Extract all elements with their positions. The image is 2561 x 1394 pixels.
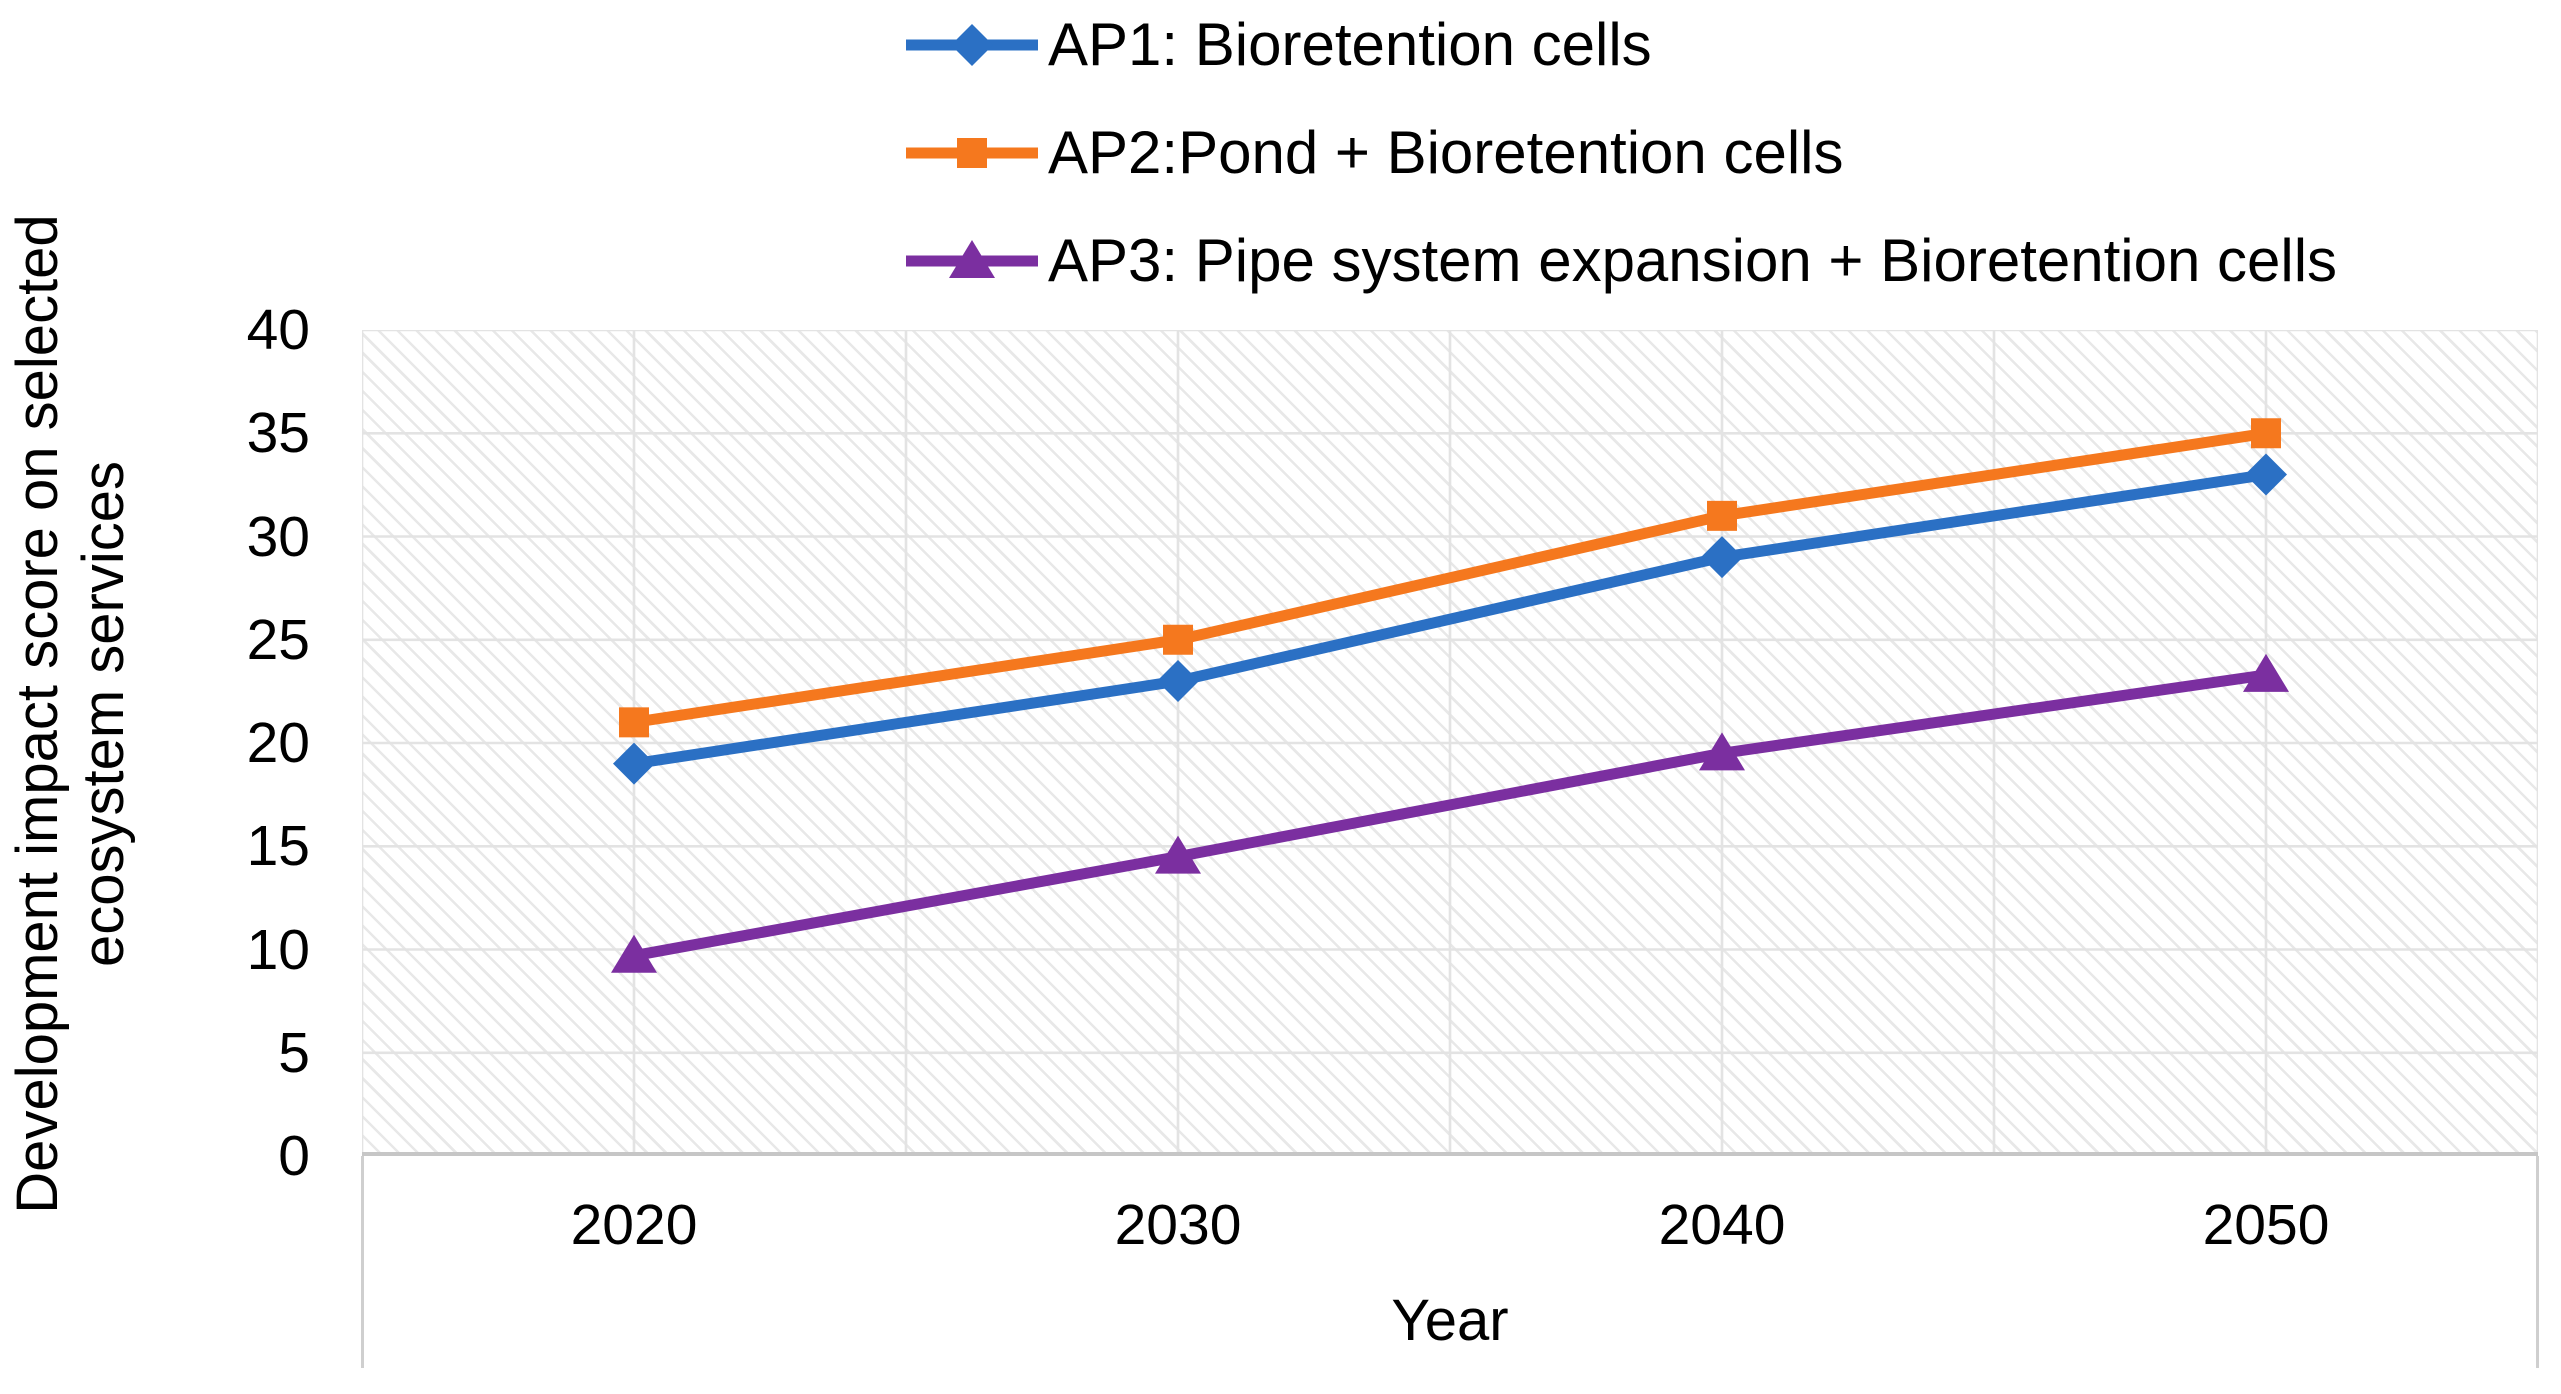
marker-triangle bbox=[611, 934, 657, 973]
legend-label: AP2:Pond + Bioretention cells bbox=[1048, 119, 1844, 186]
legend-item: AP1: Bioretention cells bbox=[902, 10, 2337, 80]
legend-label: AP3: Pipe system expansion + Bioretentio… bbox=[1048, 227, 2338, 294]
series-line bbox=[633, 669, 2267, 962]
marker-square bbox=[2251, 418, 2281, 449]
y-tick-label: 25 bbox=[246, 607, 310, 672]
marker-square bbox=[1163, 624, 1193, 655]
marker-diamond bbox=[2245, 453, 2287, 496]
marker-triangle bbox=[949, 240, 995, 278]
series-3 bbox=[611, 653, 2289, 973]
legend-key-square-icon bbox=[906, 138, 1038, 168]
legend-item: AP2:Pond + Bioretention cells bbox=[902, 118, 2337, 188]
marker-triangle bbox=[1699, 732, 1745, 771]
plot-canvas bbox=[362, 330, 2538, 1156]
marker-diamond bbox=[1157, 660, 1199, 703]
marker-diamond bbox=[613, 742, 655, 785]
legend-item: AP3: Pipe system expansion + Bioretentio… bbox=[902, 226, 2337, 296]
legend-key-triangle-icon bbox=[906, 240, 1038, 278]
marker-triangle bbox=[1155, 835, 1201, 874]
series-line bbox=[633, 469, 2267, 770]
marker-triangle bbox=[2243, 653, 2289, 692]
y-tick-label: 35 bbox=[246, 401, 310, 466]
y-axis-title-line1: Development impact score on selected bbox=[5, 214, 70, 1214]
series-2 bbox=[619, 418, 2281, 738]
y-tick-label: 0 bbox=[278, 1124, 310, 1188]
legend: AP1: Bioretention cells AP2:Pond + Bioret… bbox=[902, 10, 2337, 334]
series-1 bbox=[613, 453, 2287, 785]
marker-square bbox=[1707, 500, 1737, 531]
x-axis-title: Year bbox=[1391, 1288, 1509, 1353]
y-tick-label: 5 bbox=[278, 1020, 310, 1085]
y-tick-label: 40 bbox=[246, 298, 310, 362]
series-line bbox=[633, 427, 2267, 728]
x-tick-label: 2030 bbox=[1114, 1193, 1242, 1257]
x-tick-label: 2050 bbox=[2202, 1193, 2330, 1257]
marker-square bbox=[619, 707, 649, 738]
legend-label: AP1: Bioretention cells bbox=[1048, 11, 1652, 78]
marker-diamond bbox=[1701, 536, 1743, 579]
x-tick-label: 2020 bbox=[570, 1193, 698, 1257]
y-tick-label: 20 bbox=[246, 711, 310, 775]
x-tick-label: 2040 bbox=[1658, 1193, 1786, 1257]
gridlines bbox=[362, 330, 2538, 1156]
axis-edge-tick-right bbox=[2536, 1156, 2539, 1368]
y-tick-label: 10 bbox=[246, 917, 310, 982]
marker-diamond bbox=[951, 24, 993, 66]
axis-edge-tick-left bbox=[361, 1156, 364, 1368]
plot-area bbox=[362, 330, 2538, 1156]
legend-key-diamond-icon bbox=[906, 24, 1038, 66]
marker-square bbox=[957, 138, 987, 168]
y-tick-label: 15 bbox=[246, 814, 310, 879]
y-tick-label: 30 bbox=[246, 504, 310, 569]
